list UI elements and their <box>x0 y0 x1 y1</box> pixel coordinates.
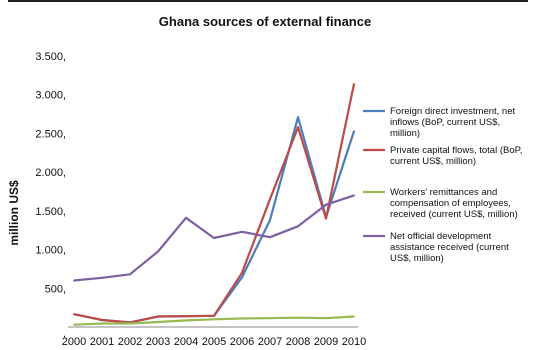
x-tick-labels: 2000 2001 2002 2003 2004 2005 2006 2007 2008 2009… <box>62 336 366 348</box>
legend-label-line: million) <box>390 128 420 139</box>
x-tick-label: 2000 <box>62 336 86 348</box>
data-point <box>297 126 299 129</box>
series-lines <box>73 82 356 326</box>
legend-label-line: assistance received (current <box>390 242 509 253</box>
legend-label-line: US$, million) <box>390 253 444 264</box>
x-tick-label: 2004 <box>174 336 198 348</box>
data-point <box>325 217 327 220</box>
legend-label-line: received (current US$, million) <box>390 209 518 220</box>
data-point <box>241 230 243 233</box>
legend-label: Net official development assistance recei… <box>390 231 509 264</box>
data-point <box>213 318 215 321</box>
data-point <box>213 237 215 239</box>
data-point <box>325 317 327 319</box>
legend-label-line: inflows (BoP, current US$, <box>390 117 500 128</box>
data-point <box>185 319 187 322</box>
data-point <box>157 315 159 318</box>
data-point <box>73 323 75 326</box>
x-tick-label: 2008 <box>286 336 310 348</box>
data-point <box>129 273 131 276</box>
top-border-line <box>8 0 528 6</box>
data-point <box>241 276 243 279</box>
data-point <box>101 322 103 325</box>
data-point <box>297 116 299 119</box>
data-point <box>101 276 103 279</box>
legend: Foreign direct investment, net inflows (B… <box>363 106 522 264</box>
y-tick-label: 3.500, <box>35 51 66 63</box>
data-point <box>269 198 271 201</box>
data-point <box>213 314 215 317</box>
legend-label: Private capital flows, total (BoP, curren… <box>390 145 522 167</box>
y-tick-label: 3.000, <box>35 90 66 102</box>
legend-label-line: Private capital flows, total (BoP, <box>390 145 522 156</box>
series-line-2 <box>73 83 356 324</box>
data-point <box>73 279 75 282</box>
data-point <box>353 194 355 197</box>
data-point <box>157 321 159 323</box>
y-tick-label: 2.500, <box>35 128 66 140</box>
chart-title: Ghana sources of external finance <box>159 14 371 29</box>
data-point <box>269 219 271 222</box>
data-point <box>73 313 75 316</box>
x-tick-label: 2009 <box>314 336 338 348</box>
data-point <box>241 271 243 274</box>
x-tick-label: 2006 <box>230 336 254 348</box>
x-tick-label: 2005 <box>202 336 226 348</box>
y-tick-label: 2.000, <box>35 167 66 179</box>
legend-label-line: Workers' remittances and <box>390 187 497 198</box>
data-point <box>241 317 243 320</box>
y-axis-label: million US$ <box>7 180 21 246</box>
legend-label-line: compensation of employees, <box>390 198 511 209</box>
data-point <box>185 216 187 219</box>
x-tick-label: 2003 <box>146 336 170 348</box>
x-tick-label: 2001 <box>90 336 114 348</box>
data-point <box>353 315 355 318</box>
legend-label-line: Foreign direct investment, net <box>390 106 516 117</box>
data-point <box>269 236 271 239</box>
legend-label: Foreign direct investment, net inflows (B… <box>390 106 516 139</box>
y-tick-labels: 500, 1.000, 1.500, 2.000, 2.500, 3.000, 3.500,… <box>35 51 66 340</box>
legend-label: Workers' remittances and compensation of … <box>390 187 518 220</box>
legend-label-line: current US$, million) <box>390 156 476 167</box>
series-line-1 <box>73 116 356 324</box>
data-point <box>129 322 131 325</box>
data-point <box>269 317 271 319</box>
data-point <box>297 225 299 228</box>
x-tick-label: 2010 <box>342 336 366 348</box>
y-tick-label: 1.000, <box>35 245 66 257</box>
x-tick-label: 2007 <box>258 336 282 348</box>
data-point <box>157 250 159 253</box>
data-point <box>353 130 355 133</box>
y-tick-label-zero: , <box>63 328 66 340</box>
x-tick-label: 2002 <box>118 336 142 348</box>
y-tick-label: 500, <box>45 283 66 295</box>
y-tick-label: 1.500, <box>35 206 66 218</box>
data-point <box>353 82 355 85</box>
data-point <box>297 316 299 319</box>
legend-label-line: Net official development <box>390 231 492 242</box>
data-point <box>101 319 103 321</box>
data-point <box>185 315 187 318</box>
data-point <box>325 203 327 206</box>
